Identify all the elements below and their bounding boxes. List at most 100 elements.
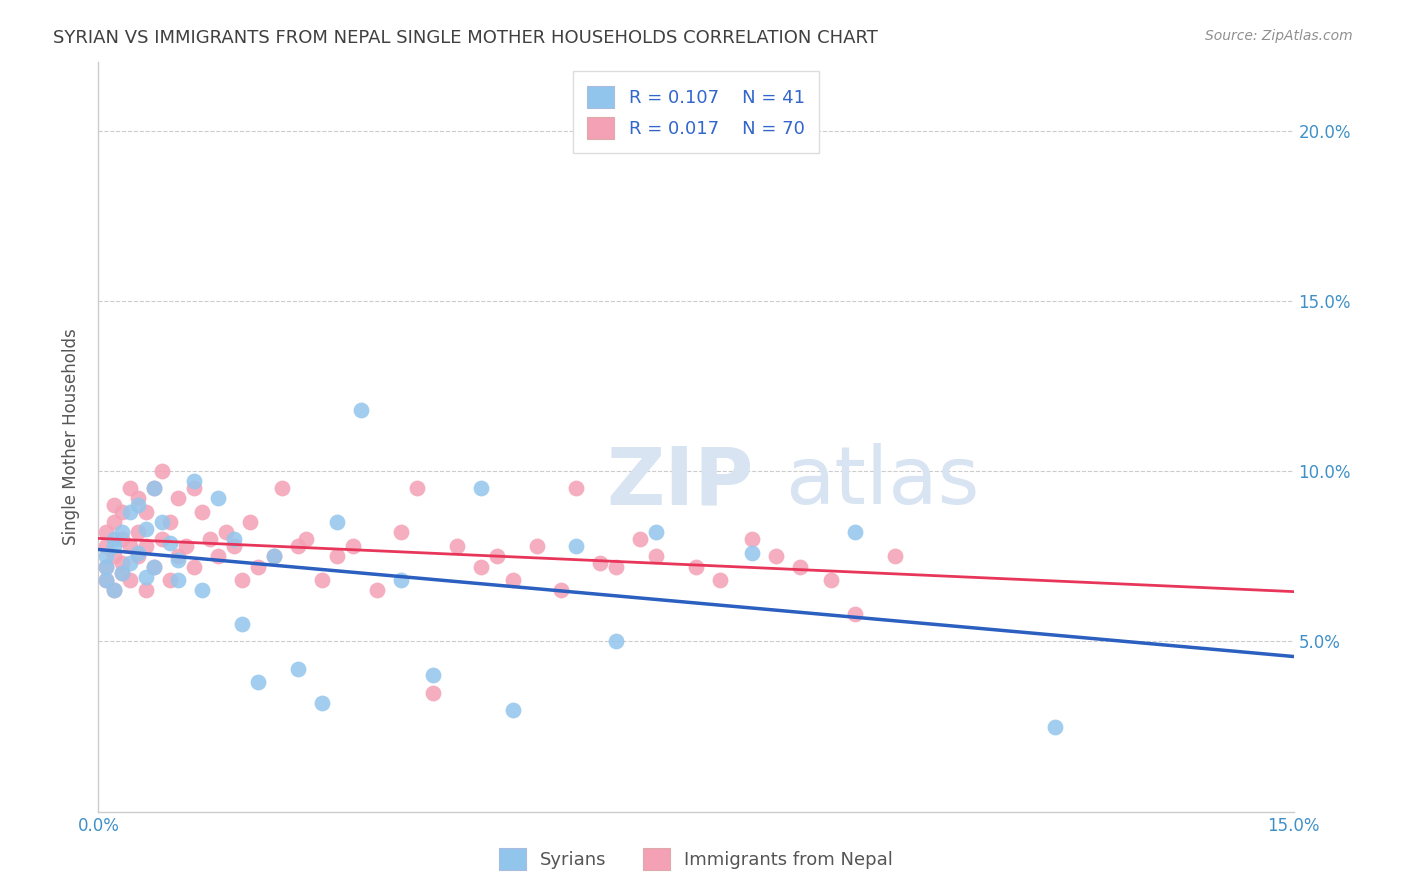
Point <box>246 559 269 574</box>
Point <box>127 491 149 506</box>
Point <box>96 549 118 564</box>
Point <box>103 539 125 553</box>
Point <box>239 515 262 529</box>
Point <box>135 583 157 598</box>
Point <box>215 525 238 540</box>
Point <box>150 464 173 478</box>
Point <box>159 535 181 549</box>
Legend: Syrians, Immigrants from Nepal: Syrians, Immigrants from Nepal <box>492 841 900 878</box>
Point <box>884 549 907 564</box>
Point <box>605 634 627 648</box>
Point <box>120 573 142 587</box>
Point <box>120 505 142 519</box>
Point <box>589 556 612 570</box>
Point <box>103 533 125 547</box>
Point <box>120 556 142 570</box>
Point <box>263 549 285 564</box>
Point <box>231 573 253 587</box>
Point <box>222 539 245 553</box>
Point <box>174 539 197 553</box>
Point <box>183 559 205 574</box>
Point <box>103 515 125 529</box>
Point <box>526 539 548 553</box>
Point <box>246 675 269 690</box>
Point <box>127 549 149 564</box>
Point <box>422 685 444 699</box>
Point <box>183 475 205 489</box>
Point <box>111 533 134 547</box>
Point <box>287 662 309 676</box>
Point <box>96 573 118 587</box>
Point <box>502 573 524 587</box>
Point <box>628 533 651 547</box>
Point <box>96 573 118 587</box>
Point <box>198 533 221 547</box>
Point <box>103 583 125 598</box>
Point <box>127 525 149 540</box>
Point <box>135 522 157 536</box>
Text: SYRIAN VS IMMIGRANTS FROM NEPAL SINGLE MOTHER HOUSEHOLDS CORRELATION CHART: SYRIAN VS IMMIGRANTS FROM NEPAL SINGLE M… <box>53 29 879 46</box>
Point <box>820 573 842 587</box>
Point <box>96 559 118 574</box>
Point <box>263 549 285 564</box>
Point <box>565 481 588 495</box>
Point <box>645 549 668 564</box>
Point <box>191 583 214 598</box>
Point <box>111 556 134 570</box>
Point <box>191 505 214 519</box>
Point <box>389 525 412 540</box>
Text: atlas: atlas <box>786 443 980 521</box>
Point <box>350 402 373 417</box>
Point <box>167 573 190 587</box>
Point <box>231 617 253 632</box>
Point <box>120 539 142 553</box>
Point <box>605 559 627 574</box>
Point <box>143 559 166 574</box>
Point <box>1043 720 1066 734</box>
Point <box>326 549 349 564</box>
Point <box>96 559 118 574</box>
Point <box>270 481 292 495</box>
Point <box>311 573 333 587</box>
Point <box>127 498 149 512</box>
Point <box>135 505 157 519</box>
Point <box>143 481 166 495</box>
Point <box>96 539 118 553</box>
Point <box>222 533 245 547</box>
Point <box>207 491 229 506</box>
Point <box>103 583 125 598</box>
Point <box>167 491 190 506</box>
Point <box>111 566 134 581</box>
Point <box>326 515 349 529</box>
Point <box>111 505 134 519</box>
Point <box>294 533 316 547</box>
Point <box>143 559 166 574</box>
Point <box>287 539 309 553</box>
Point <box>167 549 190 564</box>
Point <box>167 552 190 566</box>
Point <box>422 668 444 682</box>
Point <box>485 549 508 564</box>
Point <box>96 525 118 540</box>
Y-axis label: Single Mother Households: Single Mother Households <box>62 329 80 545</box>
Point <box>159 573 181 587</box>
Point <box>342 539 364 553</box>
Point <box>311 696 333 710</box>
Point <box>150 533 173 547</box>
Point <box>765 549 787 564</box>
Point <box>844 607 866 622</box>
Point <box>741 546 763 560</box>
Point <box>111 525 134 540</box>
Point <box>565 539 588 553</box>
Point <box>207 549 229 564</box>
Point <box>366 583 388 598</box>
Point <box>135 539 157 553</box>
Point <box>844 525 866 540</box>
Point <box>103 549 125 564</box>
Point <box>446 539 468 553</box>
Text: Source: ZipAtlas.com: Source: ZipAtlas.com <box>1205 29 1353 43</box>
Point <box>127 546 149 560</box>
Point <box>741 533 763 547</box>
Point <box>645 525 668 540</box>
Point <box>389 573 412 587</box>
